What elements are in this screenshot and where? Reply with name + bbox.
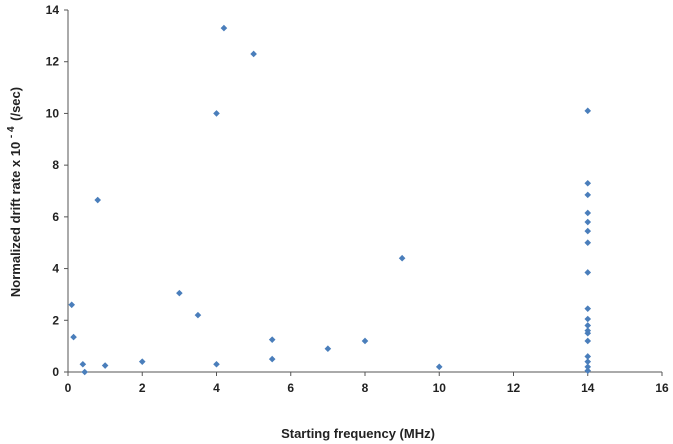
y-axis-title: Normalized drift rate x 10 - 4 (/sec) (2, 87, 23, 297)
data-point (213, 360, 220, 368)
y-axis-title-unit: (/sec) (8, 87, 23, 121)
x-tick-label: 12 (507, 381, 521, 395)
data-point (268, 355, 276, 363)
data-point (584, 315, 592, 323)
y-tick-label: 2 (52, 313, 59, 327)
data-point (138, 358, 146, 365)
data-point (194, 311, 202, 319)
data-point (70, 333, 77, 341)
x-tick-label: 10 (433, 381, 447, 395)
data-point (361, 337, 369, 345)
data-point (398, 254, 406, 262)
data-point (435, 363, 443, 371)
data-point (584, 353, 592, 360)
y-axis-title-exponent: - 4 (6, 126, 17, 138)
y-tick-label: 4 (52, 262, 59, 276)
data-point (176, 289, 183, 297)
data-point (250, 50, 257, 58)
data-point (584, 322, 592, 329)
y-tick-labels: 0 2 4 6 8 10 12 14 (46, 3, 68, 379)
data-point (324, 345, 332, 353)
data-point (584, 367, 592, 375)
x-tick-label: 8 (362, 381, 369, 395)
data-point (79, 360, 87, 368)
x-tick-label: 16 (655, 381, 669, 395)
data-point (68, 301, 76, 309)
y-tick-label: 0 (52, 365, 59, 379)
x-tick-labels: 0 2 4 6 8 10 12 14 16 (65, 372, 669, 395)
data-point (584, 179, 592, 187)
data-point (94, 196, 101, 204)
data-point (584, 337, 592, 345)
y-tick-label: 12 (46, 55, 60, 69)
data-point (81, 368, 89, 376)
data-point (584, 363, 592, 371)
data-point (584, 209, 592, 217)
x-tick-label: 2 (139, 381, 146, 395)
data-point (220, 24, 228, 32)
y-tick-label: 8 (52, 158, 59, 172)
x-tick-label: 14 (581, 381, 595, 395)
x-tick-label: 0 (65, 381, 72, 395)
y-tick-label: 6 (52, 210, 59, 224)
y-tick-label: 10 (46, 106, 60, 120)
x-tick-label: 4 (213, 381, 220, 395)
y-tick-label: 14 (46, 3, 60, 17)
data-point (584, 107, 592, 115)
data-point (268, 336, 276, 343)
data-point (584, 191, 592, 199)
x-axis-title: Starting frequency (MHz) (281, 426, 435, 441)
y-axis-title-main: Normalized drift rate x 10 (8, 142, 23, 297)
data-point (101, 362, 109, 369)
data-point (584, 358, 592, 365)
data-point (584, 269, 592, 276)
data-point (213, 110, 220, 117)
data-point (584, 218, 592, 226)
data-point (584, 329, 592, 337)
data-point (584, 239, 592, 247)
data-point (584, 305, 592, 312)
x-tick-label: 6 (287, 381, 294, 395)
data-point (584, 227, 592, 235)
data-points (68, 24, 592, 376)
